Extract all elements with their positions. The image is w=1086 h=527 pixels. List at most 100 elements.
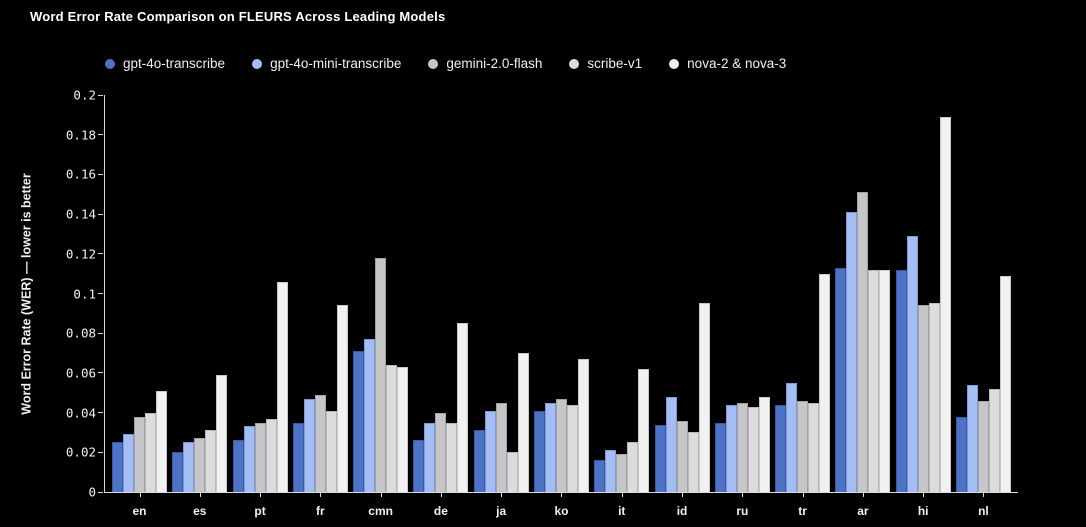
bar-group-ar: ar: [835, 95, 891, 518]
bar: [605, 450, 617, 492]
bar: [797, 401, 809, 492]
bar: [276, 282, 288, 492]
x-tick-label: en: [132, 504, 147, 518]
bar: [939, 117, 951, 492]
bar: [846, 212, 858, 492]
x-tick-label: ar: [857, 504, 869, 518]
bar: [446, 423, 458, 492]
y-tick-label: 0.2: [73, 87, 96, 103]
bar: [977, 401, 989, 492]
legend-dot-icon: [569, 58, 580, 69]
legend-dot-icon: [669, 58, 680, 69]
bar: [172, 452, 184, 492]
x-tick-mark: [742, 493, 744, 497]
bar: [364, 339, 376, 492]
x-tick-label: ko: [554, 504, 569, 518]
bar: [594, 460, 606, 492]
bar: [533, 411, 545, 492]
y-tick-label: 0.14: [65, 206, 96, 222]
bar: [627, 442, 639, 492]
y-tick-label: 0.12: [65, 246, 96, 262]
bar-group-en: en: [112, 95, 167, 518]
bar: [955, 417, 967, 492]
bar: [775, 405, 787, 492]
bar: [879, 270, 891, 492]
bar: [714, 423, 726, 492]
bar: [292, 423, 304, 492]
bar-group-it: it: [594, 95, 650, 518]
x-tick-mark: [139, 493, 141, 497]
x-tick-label: es: [193, 504, 207, 518]
x-tick-label: pt: [254, 504, 266, 518]
y-tick-mark: [98, 253, 103, 255]
chart-title: Word Error Rate Comparison on FLEURS Acr…: [30, 9, 446, 24]
bar: [112, 442, 123, 492]
x-tick-label: ru: [736, 504, 749, 518]
x-tick-label: id: [676, 504, 688, 518]
bar: [698, 303, 710, 492]
y-tick-label: 0.18: [65, 127, 96, 143]
bar: [917, 305, 929, 492]
legend-item-label: scribe-v1: [587, 56, 643, 71]
x-tick-mark: [501, 493, 503, 497]
bar: [544, 403, 556, 492]
y-tick-label: 0: [88, 484, 96, 500]
bar: [353, 351, 365, 492]
bar: [736, 403, 748, 492]
bar: [156, 391, 167, 492]
bar: [145, 413, 156, 492]
y-tick-label: 0.08: [65, 325, 96, 341]
y-tick-mark: [98, 372, 103, 374]
y-axis-tick-marks: [98, 94, 104, 493]
bar: [254, 423, 266, 492]
x-tick-mark: [682, 493, 684, 497]
bar: [857, 192, 869, 492]
x-tick-mark: [440, 493, 442, 497]
bar: [484, 411, 496, 492]
bar: [205, 430, 217, 492]
y-tick-mark: [98, 173, 103, 175]
bar: [895, 270, 907, 492]
bar: [424, 423, 436, 492]
x-tick-mark: [983, 493, 985, 497]
y-tick-mark: [98, 94, 103, 96]
x-tick-label: hi: [917, 504, 929, 518]
bar: [435, 413, 447, 492]
x-tick-label: de: [433, 504, 448, 518]
legend-item-scribe-v1: scribe-v1: [569, 56, 642, 71]
bar: [638, 369, 650, 492]
bar: [725, 405, 737, 492]
bar: [473, 430, 485, 492]
legend-item-label: gemini-2.0-flash: [446, 56, 543, 71]
bar: [375, 258, 387, 492]
bar: [413, 440, 425, 492]
bar: [506, 452, 518, 492]
bar: [495, 403, 507, 492]
bar-group-hi: hi: [895, 95, 951, 518]
x-tick-label: cmn: [368, 504, 393, 518]
x-tick-mark: [621, 493, 623, 497]
legend-item-gemini-2-0-flash: gemini-2.0-flash: [428, 56, 542, 71]
bar: [314, 395, 326, 492]
bar: [747, 407, 759, 492]
bar: [517, 353, 529, 492]
bar: [616, 454, 628, 492]
bar: [999, 276, 1011, 492]
bar: [397, 367, 409, 492]
bar-group-pt: pt: [232, 95, 288, 518]
bar: [183, 442, 195, 492]
bar: [325, 411, 337, 492]
x-tick-mark: [923, 493, 925, 497]
bar: [134, 417, 145, 492]
bar-group-ja: ja: [473, 95, 529, 518]
bar-group-cmn: cmn: [353, 95, 409, 518]
bar: [808, 403, 820, 492]
legend-item-gpt-4o-transcribe: gpt-4o-transcribe: [105, 56, 225, 71]
x-tick-mark: [561, 493, 563, 497]
bar: [566, 405, 578, 492]
bar: [577, 359, 589, 492]
bar: [243, 426, 255, 492]
y-tick-label: 0.16: [65, 166, 96, 182]
y-tick-mark: [98, 332, 103, 334]
